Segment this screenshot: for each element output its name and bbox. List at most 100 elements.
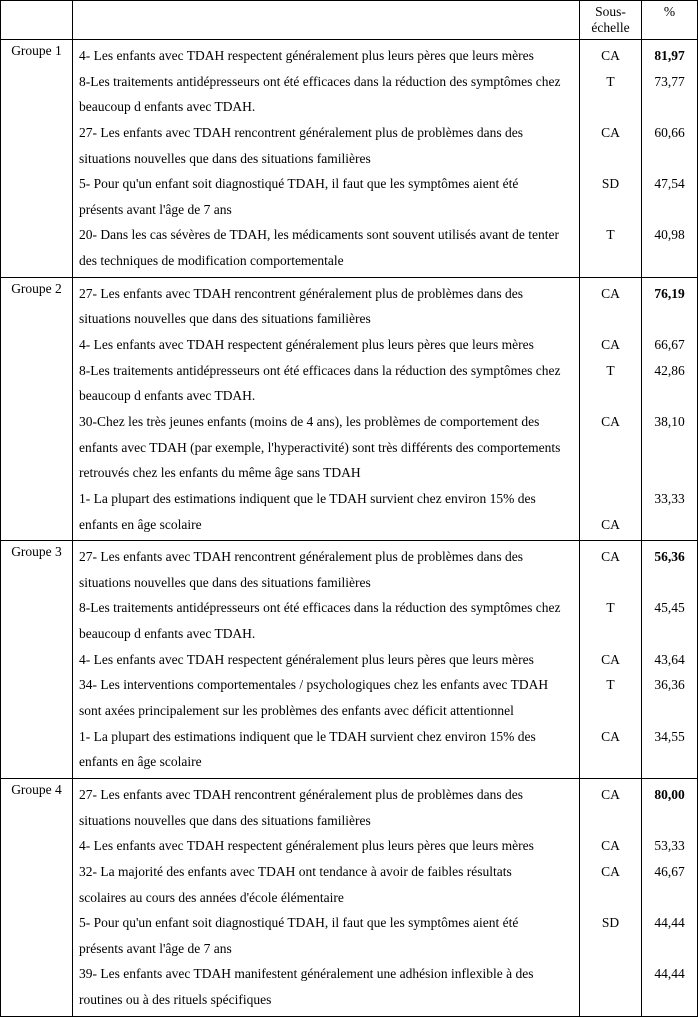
sous-echelle-value: CA — [586, 833, 635, 859]
item-line: 4- Les enfants avec TDAH respectent géné… — [79, 332, 573, 358]
sous-echelle-value: T — [586, 358, 635, 384]
item-line: situations nouvelles que dans des situat… — [79, 808, 573, 834]
sous-echelle-value: CA — [586, 782, 635, 808]
item-line: présents avant l'âge de 7 ans — [79, 197, 573, 223]
sous-echelle-value — [586, 885, 635, 911]
item-line: 4- Les enfants avec TDAH respectent géné… — [79, 43, 573, 69]
item-line: 34- Les interventions comportementales /… — [79, 672, 573, 698]
sous-echelle-value — [586, 435, 635, 461]
percent-value — [648, 808, 691, 834]
item-line: 27- Les enfants avec TDAH rencontrent gé… — [79, 281, 573, 307]
percent-value: 60,66 — [648, 120, 691, 146]
item-line: enfants avec TDAH (par exemple, l'hypera… — [79, 435, 573, 461]
percent-value: 73,77 — [648, 69, 691, 95]
item-line: enfants en âge scolaire — [79, 512, 573, 538]
item-line: 27- Les enfants avec TDAH rencontrent gé… — [79, 120, 573, 146]
percent-value: 36,36 — [648, 672, 691, 698]
sous-echelle-value: CA — [586, 43, 635, 69]
sous-echelle-value — [586, 987, 635, 1013]
percent-cell: 56,36 45,45 43,6436,36 34,55 — [642, 541, 698, 779]
item-line: beaucoup d enfants avec TDAH. — [79, 383, 573, 409]
header-row: Sous- échelle % — [1, 1, 698, 40]
group-row: Groupe 327- Les enfants avec TDAH rencon… — [1, 541, 698, 779]
item-line: 5- Pour qu'un enfant soit diagnostiqué T… — [79, 910, 573, 936]
percent-value — [648, 383, 691, 409]
item-cell: 27- Les enfants avec TDAH rencontrent gé… — [73, 277, 580, 540]
percent-value: 81,97 — [648, 43, 691, 69]
percent-value: 34,55 — [648, 724, 691, 750]
sous-echelle-value: CA — [586, 120, 635, 146]
percent-value: 33,33 — [648, 486, 691, 512]
percent-value: 38,10 — [648, 409, 691, 435]
group-label: Groupe 2 — [1, 277, 73, 540]
item-line: 20- Dans les cas sévères de TDAH, les mé… — [79, 222, 573, 248]
item-line: 8-Les traitements antidépresseurs ont ét… — [79, 69, 573, 95]
item-line: 4- Les enfants avec TDAH respectent géné… — [79, 647, 573, 673]
percent-value: 80,00 — [648, 782, 691, 808]
group-label: Groupe 3 — [1, 541, 73, 779]
sous-echelle-value — [586, 383, 635, 409]
percent-value: 42,86 — [648, 358, 691, 384]
sous-echelle-value: T — [586, 672, 635, 698]
group-label: Groupe 4 — [1, 778, 73, 1016]
percent-value — [648, 936, 691, 962]
item-line: 5- Pour qu'un enfant soit diagnostiqué T… — [79, 171, 573, 197]
percent-value — [648, 306, 691, 332]
sous-echelle-value — [586, 698, 635, 724]
sous-echelle-value: T — [586, 69, 635, 95]
item-line: 27- Les enfants avec TDAH rencontrent gé… — [79, 782, 573, 808]
group-row: Groupe 227- Les enfants avec TDAH rencon… — [1, 277, 698, 540]
sous-echelle-value: CA — [586, 724, 635, 750]
percent-value — [648, 885, 691, 911]
item-line: 39- Les enfants avec TDAH manifestent gé… — [79, 961, 573, 987]
group-row: Groupe 427- Les enfants avec TDAH rencon… — [1, 778, 698, 1016]
sous-echelle-value — [586, 94, 635, 120]
percent-value: 47,54 — [648, 171, 691, 197]
percent-value — [648, 146, 691, 172]
percent-cell: 81,9773,77 60,66 47,54 40,98 — [642, 40, 698, 278]
percent-cell: 76,19 66,6742,86 38,10 33,33 — [642, 277, 698, 540]
sous-echelle-value — [586, 146, 635, 172]
percent-value — [648, 94, 691, 120]
percent-value: 44,44 — [648, 910, 691, 936]
percent-value: 44,44 — [648, 961, 691, 987]
sous-echelle-value: CA — [586, 332, 635, 358]
sous-echelle-value — [586, 306, 635, 332]
header-sous-echelle: Sous- échelle — [580, 1, 642, 40]
sous-echelle-value — [586, 197, 635, 223]
sous-echelle-cell: CA CACA SD — [580, 778, 642, 1016]
percent-value: 45,45 — [648, 595, 691, 621]
header-empty-group — [1, 1, 73, 40]
percent-value — [648, 987, 691, 1013]
header-percent-text: % — [664, 4, 675, 19]
percent-value: 46,67 — [648, 859, 691, 885]
header-percent: % — [642, 1, 698, 40]
item-line: retrouvés chez les enfants du même âge s… — [79, 460, 573, 486]
item-line: situations nouvelles que dans des situat… — [79, 570, 573, 596]
item-line: 1- La plupart des estimations indiquent … — [79, 724, 573, 750]
sous-echelle-value: T — [586, 595, 635, 621]
sous-echelle-value — [586, 460, 635, 486]
percent-value — [648, 435, 691, 461]
sous-echelle-cell: CAT CA SD T — [580, 40, 642, 278]
percent-value — [648, 460, 691, 486]
item-line: enfants en âge scolaire — [79, 749, 573, 775]
sous-echelle-value — [586, 749, 635, 775]
percent-value — [648, 621, 691, 647]
percent-value — [648, 749, 691, 775]
data-table: Sous- échelle % Groupe 14- Les enfants a… — [0, 0, 698, 1017]
group-label: Groupe 1 — [1, 40, 73, 278]
item-cell: 27- Les enfants avec TDAH rencontrent gé… — [73, 778, 580, 1016]
item-cell: 27- Les enfants avec TDAH rencontrent gé… — [73, 541, 580, 779]
item-line: 1- La plupart des estimations indiquent … — [79, 486, 573, 512]
item-line: 8-Les traitements antidépresseurs ont ét… — [79, 358, 573, 384]
item-line: situations nouvelles que dans des situat… — [79, 306, 573, 332]
sous-echelle-value: T — [586, 222, 635, 248]
percent-value: 66,67 — [648, 332, 691, 358]
percent-value — [648, 512, 691, 538]
percent-cell: 80,00 53,3346,67 44,44 44,44 — [642, 778, 698, 1016]
item-line: sont axées principalement sur les problè… — [79, 698, 573, 724]
percent-value: 40,98 — [648, 222, 691, 248]
sous-echelle-value: CA — [586, 544, 635, 570]
percent-value — [648, 698, 691, 724]
